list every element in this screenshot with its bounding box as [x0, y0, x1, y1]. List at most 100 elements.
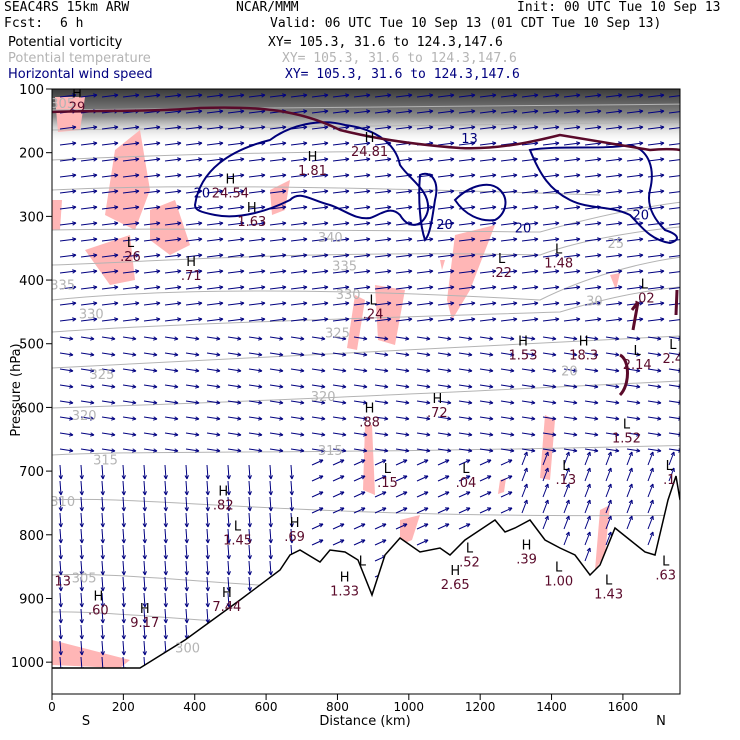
wind-arrow-head: [468, 432, 473, 437]
wind-arrow-head: [93, 173, 98, 178]
wind-arrow-head: [639, 141, 644, 146]
wind-arrow-head: [219, 269, 224, 274]
wind-arrow: [248, 302, 266, 306]
wind-arrow-head: [153, 352, 158, 357]
wind-arrow: [101, 496, 104, 512]
wind-arrow-head: [156, 125, 161, 130]
wind-arrow: [542, 467, 549, 482]
wind-arrow-head: [282, 285, 287, 290]
wind-arrow: [143, 496, 146, 512]
wind-arrow: [542, 352, 557, 356]
wind-arrow-head: [342, 336, 347, 341]
wind-arrow-head: [135, 253, 140, 258]
wind-arrow: [290, 142, 308, 146]
extremum-value: .72: [427, 406, 448, 421]
wind-arrow: [626, 126, 644, 130]
wind-arrow: [101, 302, 119, 306]
wind-arrow-head: [345, 205, 350, 210]
wind-arrow-head: [240, 189, 245, 194]
wind-arrow: [59, 560, 62, 576]
wind-arrow-head: [465, 507, 471, 512]
wind-arrow-head: [450, 253, 455, 258]
wind-arrow: [626, 499, 633, 514]
wind-arrow-head: [79, 539, 84, 544]
wind-arrow: [311, 110, 329, 114]
wind-arrow-head: [69, 384, 74, 389]
wind-arrow: [605, 467, 612, 482]
wind-arrow-head: [79, 523, 84, 528]
wind-arrow: [164, 496, 167, 512]
wind-arrow: [479, 158, 497, 162]
wind-arrow-head: [261, 317, 266, 322]
wind-arrow-head: [198, 125, 203, 130]
extremum-value: 24.81: [351, 145, 388, 160]
extremum-value: .88: [359, 416, 380, 431]
wind-arrow: [584, 302, 602, 306]
wind-arrow-head: [657, 400, 662, 405]
extremum-letter: H: [226, 172, 236, 187]
wind-arrow: [395, 318, 413, 322]
wind-arrow-head: [156, 253, 161, 258]
wind-arrow: [374, 318, 392, 322]
wind-arrow-head: [135, 237, 140, 242]
theta-label: 20: [561, 365, 578, 380]
wind-arrow-head: [205, 587, 210, 592]
wind-arrow-head: [345, 317, 350, 322]
wind-arrow-head: [198, 141, 203, 146]
wind-arrow: [521, 384, 536, 388]
wind-arrow-head: [615, 432, 620, 437]
wind-arrow: [185, 480, 188, 496]
theta-label: 310: [50, 495, 75, 510]
wind-arrow-head: [534, 269, 539, 274]
wind-arrow: [521, 142, 539, 146]
wind-arrow: [668, 95, 680, 98]
wind-arrow: [122, 126, 140, 130]
wind-arrow: [80, 190, 98, 194]
wind-arrow: [458, 302, 476, 306]
wind-arrow: [206, 142, 224, 146]
wind-arrow: [353, 270, 371, 274]
wind-arrow-head: [163, 507, 168, 512]
wind-arrow-head: [339, 491, 345, 496]
wind-arrow: [584, 547, 591, 562]
wind-arrow-head: [513, 301, 518, 306]
wind-arrow-head: [58, 491, 63, 496]
wind-arrow-head: [513, 189, 518, 194]
wind-arrow-head: [681, 206, 685, 209]
wind-arrow: [542, 336, 557, 340]
wind-arrow: [584, 270, 602, 274]
wind-arrow: [416, 302, 434, 306]
extremum-value: 1.45: [223, 533, 252, 548]
wind-arrow: [80, 206, 98, 210]
wind-arrow: [521, 126, 539, 130]
wind-arrow: [164, 592, 167, 608]
wind-arrow-head: [219, 253, 224, 258]
wind-arrow-head: [93, 237, 98, 242]
wind-arrow: [290, 464, 293, 480]
wind-arrow: [311, 190, 329, 194]
legend-pv-name: Potential vorticity: [8, 35, 123, 50]
wind-arrow-head: [573, 368, 578, 373]
wind-arrow-head: [111, 336, 116, 341]
wind-arrow-head: [426, 352, 431, 357]
wind-contour: [418, 172, 438, 242]
wind-arrow: [143, 158, 161, 162]
wind-arrow: [500, 507, 513, 514]
wind-arrow-head: [639, 189, 644, 194]
wind-arrow-head: [615, 400, 620, 405]
wind-arrow: [521, 222, 539, 226]
wind-arrow-head: [300, 448, 305, 453]
wind-arrow: [458, 110, 476, 114]
extremum-letter: L: [462, 462, 470, 477]
wind-arrow-head: [678, 352, 680, 357]
wind-arrow-head: [576, 141, 581, 146]
wind-arrow-head: [303, 237, 308, 242]
extremum-letter: H: [365, 402, 375, 417]
wind-arrow-head: [163, 587, 168, 592]
wind-arrow: [164, 336, 179, 340]
wind-arrow-head: [300, 368, 305, 373]
wind-arrow-head: [586, 515, 591, 521]
wind-arrow-head: [552, 432, 557, 437]
wind-arrow: [80, 254, 98, 258]
